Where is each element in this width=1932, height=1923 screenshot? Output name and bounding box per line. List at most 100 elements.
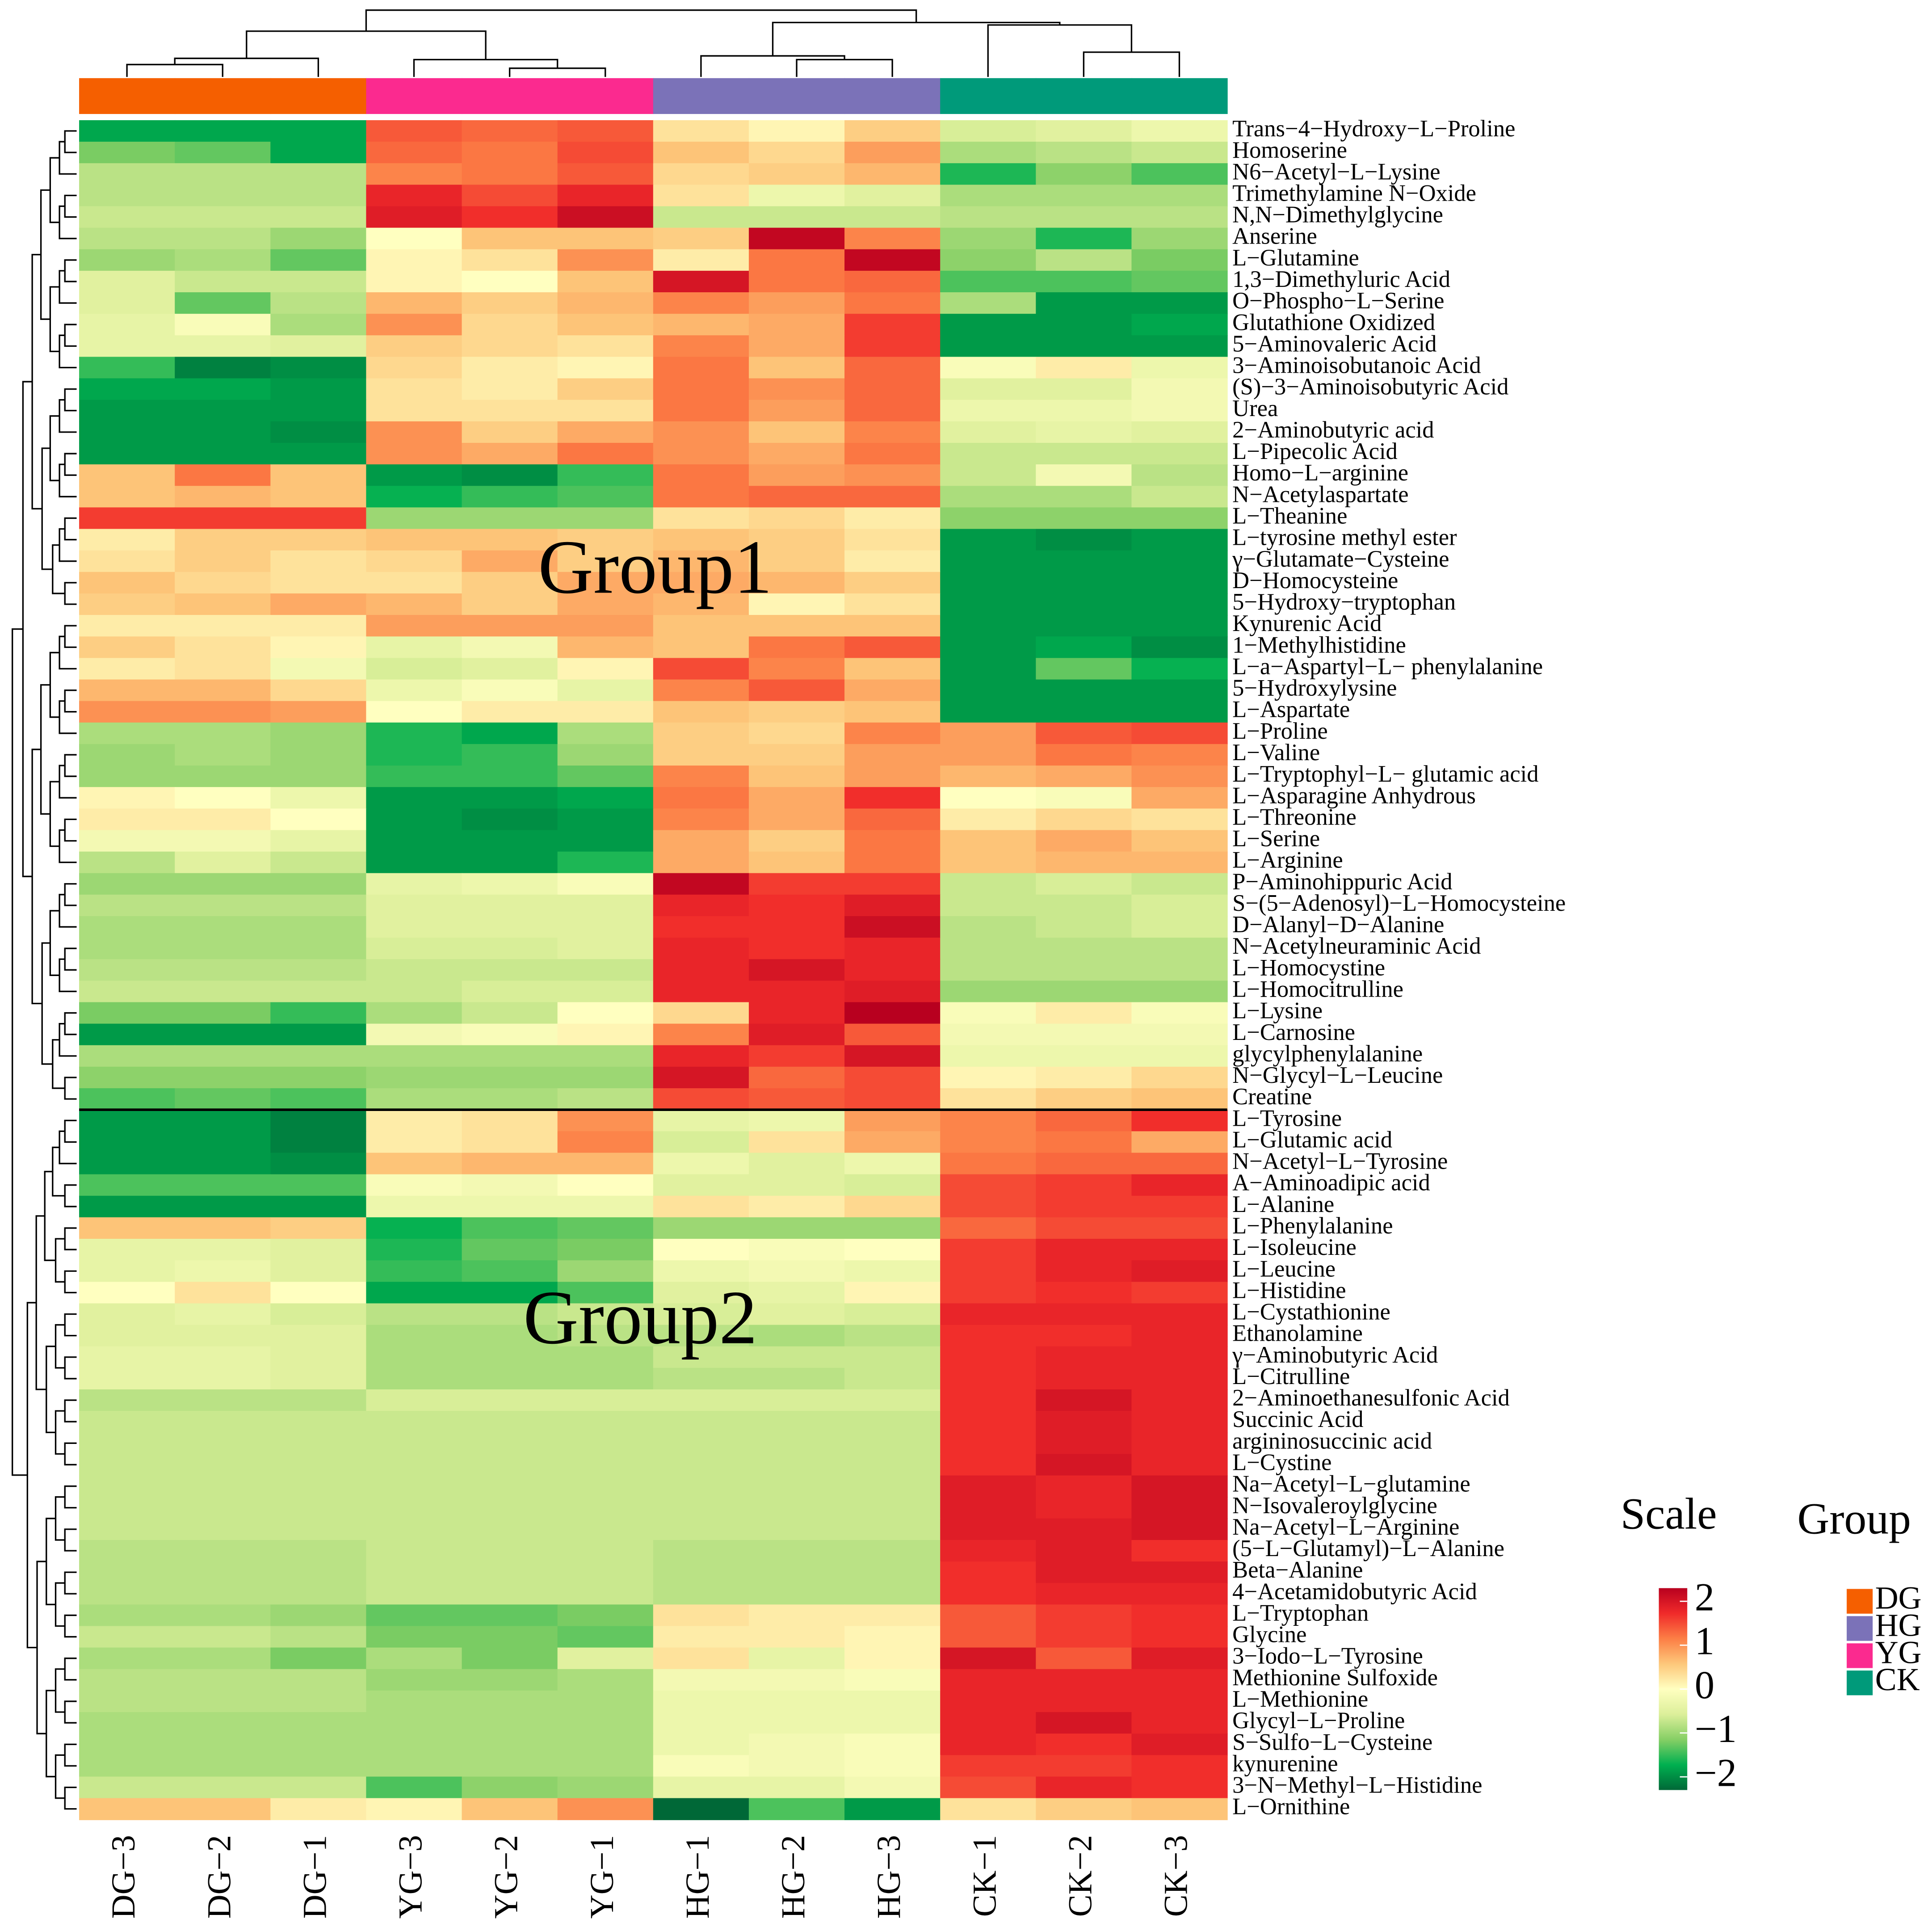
heatmap-cell bbox=[653, 1346, 750, 1368]
heatmap-cell bbox=[79, 1583, 176, 1605]
heatmap-cell bbox=[1131, 916, 1228, 938]
heatmap-cell bbox=[270, 1346, 367, 1368]
heatmap-cell bbox=[844, 442, 941, 465]
heatmap-cell bbox=[557, 1346, 654, 1368]
heatmap-cell bbox=[79, 1561, 176, 1584]
heatmap-cell bbox=[1036, 1669, 1132, 1691]
heatmap-cell bbox=[844, 1303, 941, 1325]
heatmap-cell bbox=[653, 1368, 750, 1390]
heatmap-cell bbox=[462, 1002, 558, 1024]
heatmap-cell bbox=[653, 1411, 750, 1433]
heatmap-cell bbox=[940, 894, 1037, 917]
row-label: L−Methionine bbox=[1232, 1686, 1368, 1712]
heatmap-cell bbox=[748, 1045, 845, 1068]
column-label: CK−3 bbox=[1158, 1835, 1195, 1917]
heatmap-cell bbox=[366, 1088, 462, 1111]
heatmap-cell bbox=[366, 1239, 462, 1261]
heatmap-cell bbox=[557, 1776, 654, 1799]
heatmap-cell bbox=[462, 744, 558, 766]
heatmap-cell bbox=[557, 421, 654, 444]
dendrogram-branch bbox=[64, 625, 77, 648]
heatmap-cell bbox=[175, 701, 271, 723]
heatmap-cell bbox=[175, 464, 271, 487]
row-label: L−Ornithine bbox=[1232, 1794, 1350, 1820]
heatmap-cell bbox=[940, 1798, 1037, 1820]
heatmap-cell bbox=[462, 163, 558, 185]
heatmap-cell bbox=[1131, 1518, 1228, 1541]
heatmap-cell bbox=[175, 636, 271, 659]
heatmap-cell bbox=[844, 1239, 941, 1261]
heatmap-cell bbox=[844, 1604, 941, 1627]
heatmap-cell bbox=[940, 1540, 1037, 1562]
heatmap-cell bbox=[844, 1325, 941, 1347]
heatmap-cell bbox=[366, 185, 462, 207]
heatmap-cell bbox=[940, 1110, 1037, 1132]
heatmap-cell bbox=[557, 529, 654, 551]
group-annotation bbox=[1036, 78, 1132, 114]
heatmap-cell bbox=[844, 1368, 941, 1390]
heatmap-cell bbox=[844, 1045, 941, 1068]
heatmap-cell bbox=[79, 615, 176, 637]
row-label: L−Tryptophan bbox=[1232, 1600, 1369, 1626]
heatmap-cell bbox=[653, 1712, 750, 1734]
heatmap-cell bbox=[79, 916, 176, 938]
heatmap-cell bbox=[462, 1045, 558, 1068]
dendrogram-branch bbox=[59, 463, 77, 497]
heatmap-cell bbox=[462, 550, 558, 572]
heatmap-cell bbox=[366, 894, 462, 917]
dendrogram-branch bbox=[64, 1528, 77, 1552]
heatmap-cell bbox=[175, 1325, 271, 1347]
heatmap-cell bbox=[557, 722, 654, 745]
heatmap-cell bbox=[844, 1734, 941, 1756]
heatmap-cell bbox=[844, 1174, 941, 1196]
heatmap-cell bbox=[79, 1389, 176, 1412]
heatmap-cell bbox=[1036, 1647, 1132, 1670]
heatmap-cell bbox=[940, 851, 1037, 874]
heatmap-cell bbox=[557, 1002, 654, 1024]
heatmap-cell bbox=[940, 357, 1037, 379]
heatmap-cell bbox=[1131, 658, 1228, 680]
heatmap-cell bbox=[557, 808, 654, 831]
heatmap-cell bbox=[462, 335, 558, 358]
heatmap-cell bbox=[462, 292, 558, 315]
heatmap-cell bbox=[940, 1066, 1037, 1089]
row-label: Urea bbox=[1232, 396, 1278, 421]
heatmap-cell bbox=[557, 486, 654, 508]
heatmap-cell bbox=[175, 980, 271, 1003]
heatmap-cell bbox=[653, 486, 750, 508]
heatmap-cell bbox=[462, 1411, 558, 1433]
heatmap-cell bbox=[175, 658, 271, 680]
row-label: N−Isovaleroylglycine bbox=[1232, 1493, 1437, 1519]
heatmap-cell bbox=[1036, 1217, 1132, 1240]
heatmap-cell bbox=[462, 1647, 558, 1670]
heatmap-cell bbox=[462, 808, 558, 831]
heatmap-cell bbox=[366, 1303, 462, 1325]
heatmap-cell bbox=[940, 744, 1037, 766]
group-annotation bbox=[844, 78, 941, 114]
heatmap-cell bbox=[462, 593, 558, 616]
heatmap-cell bbox=[653, 722, 750, 745]
heatmap-cell bbox=[1036, 378, 1132, 400]
heatmap-cell bbox=[940, 679, 1037, 702]
row-label: 2−Aminobutyric acid bbox=[1232, 417, 1434, 443]
heatmap-cell bbox=[270, 916, 367, 938]
heatmap-cell bbox=[270, 120, 367, 143]
heatmap-cell bbox=[844, 270, 941, 293]
heatmap-cell bbox=[844, 1195, 941, 1218]
heatmap-cell bbox=[1036, 808, 1132, 831]
heatmap-cell bbox=[79, 1131, 176, 1153]
heatmap-cell bbox=[462, 894, 558, 917]
heatmap-cell bbox=[1036, 442, 1132, 465]
heatmap-cell bbox=[653, 1303, 750, 1325]
heatmap-cell bbox=[844, 1131, 941, 1153]
heatmap-cell bbox=[557, 1325, 654, 1347]
heatmap-cell bbox=[366, 959, 462, 981]
heatmap-cell bbox=[1036, 1389, 1132, 1412]
heatmap-cell bbox=[175, 1626, 271, 1648]
heatmap-cell bbox=[1131, 486, 1228, 508]
heatmap-cell bbox=[1036, 1066, 1132, 1089]
heatmap-cell bbox=[748, 938, 845, 960]
heatmap-cell bbox=[366, 550, 462, 572]
heatmap-cell bbox=[940, 1712, 1037, 1734]
heatmap-cell bbox=[366, 1325, 462, 1347]
